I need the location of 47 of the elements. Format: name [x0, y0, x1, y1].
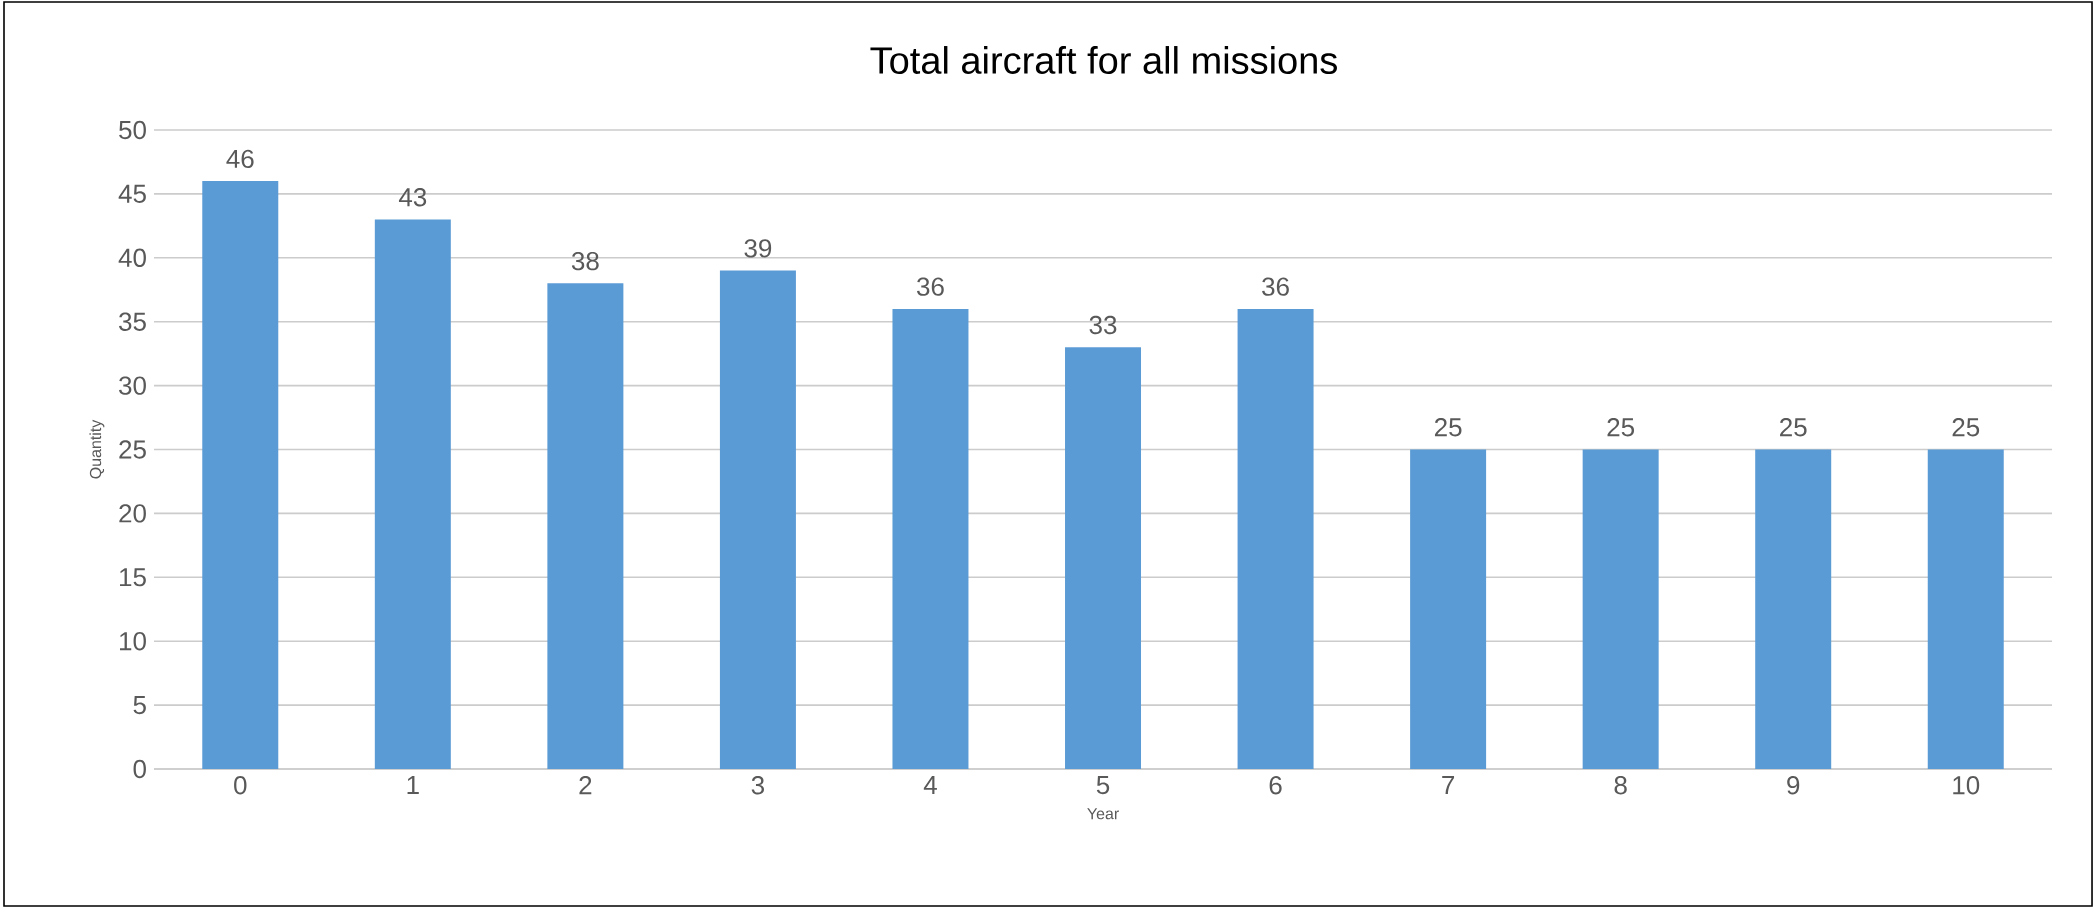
data-label: 36	[1262, 277, 1289, 296]
bar	[1755, 449, 1832, 769]
x-tick-label: 3	[751, 776, 764, 795]
data-label: 25	[1607, 418, 1635, 437]
y-tick-label: 30	[119, 376, 146, 395]
y-tick-label: 20	[119, 504, 146, 523]
data-label: 43	[398, 188, 427, 207]
y-tick-label: 10	[120, 631, 146, 651]
bar	[1927, 449, 2004, 769]
x-tick-label: 6	[1269, 776, 1282, 795]
bar	[1410, 449, 1487, 769]
data-label: 25	[1780, 418, 1807, 437]
y-tick-label: 50	[119, 120, 146, 140]
bar	[1237, 308, 1314, 769]
bar	[1065, 347, 1142, 769]
x-tick-label: 1	[407, 776, 419, 794]
data-label: 25	[1952, 418, 1980, 437]
y-axis-title: Quantity	[89, 419, 105, 479]
y-tick-label: 15	[120, 568, 146, 587]
data-label: 39	[744, 239, 772, 258]
x-axis-title: Year	[1087, 808, 1119, 820]
y-tick-label: 45	[118, 184, 146, 203]
y-tick-label: 35	[119, 312, 146, 331]
x-tick-label: 10	[1953, 776, 1980, 795]
x-tick-label: 5	[1096, 776, 1110, 795]
data-label: 33	[1089, 315, 1117, 335]
data-label: 38	[571, 251, 599, 271]
bar	[547, 283, 624, 769]
y-tick-label: 40	[118, 248, 146, 267]
bar	[374, 219, 451, 769]
x-tick-label: 8	[1614, 776, 1627, 795]
x-tick-label: 2	[579, 776, 592, 795]
y-tick-label: 5	[133, 696, 146, 715]
bar	[202, 181, 279, 769]
data-label: 46	[226, 149, 254, 169]
data-label: 36	[917, 277, 944, 296]
bar	[892, 308, 969, 769]
x-tick-label: 0	[234, 776, 247, 795]
y-tick-label: 25	[119, 440, 146, 459]
x-tick-label: 4	[923, 776, 937, 794]
bar	[719, 270, 796, 769]
chart-title: Total aircraft for all missions	[870, 46, 1337, 74]
y-tick-label: 0	[133, 759, 146, 779]
x-tick-label: 7	[1442, 776, 1455, 794]
data-label: 25	[1434, 418, 1462, 437]
bar	[1582, 449, 1659, 769]
x-tick-label: 9	[1787, 776, 1800, 795]
